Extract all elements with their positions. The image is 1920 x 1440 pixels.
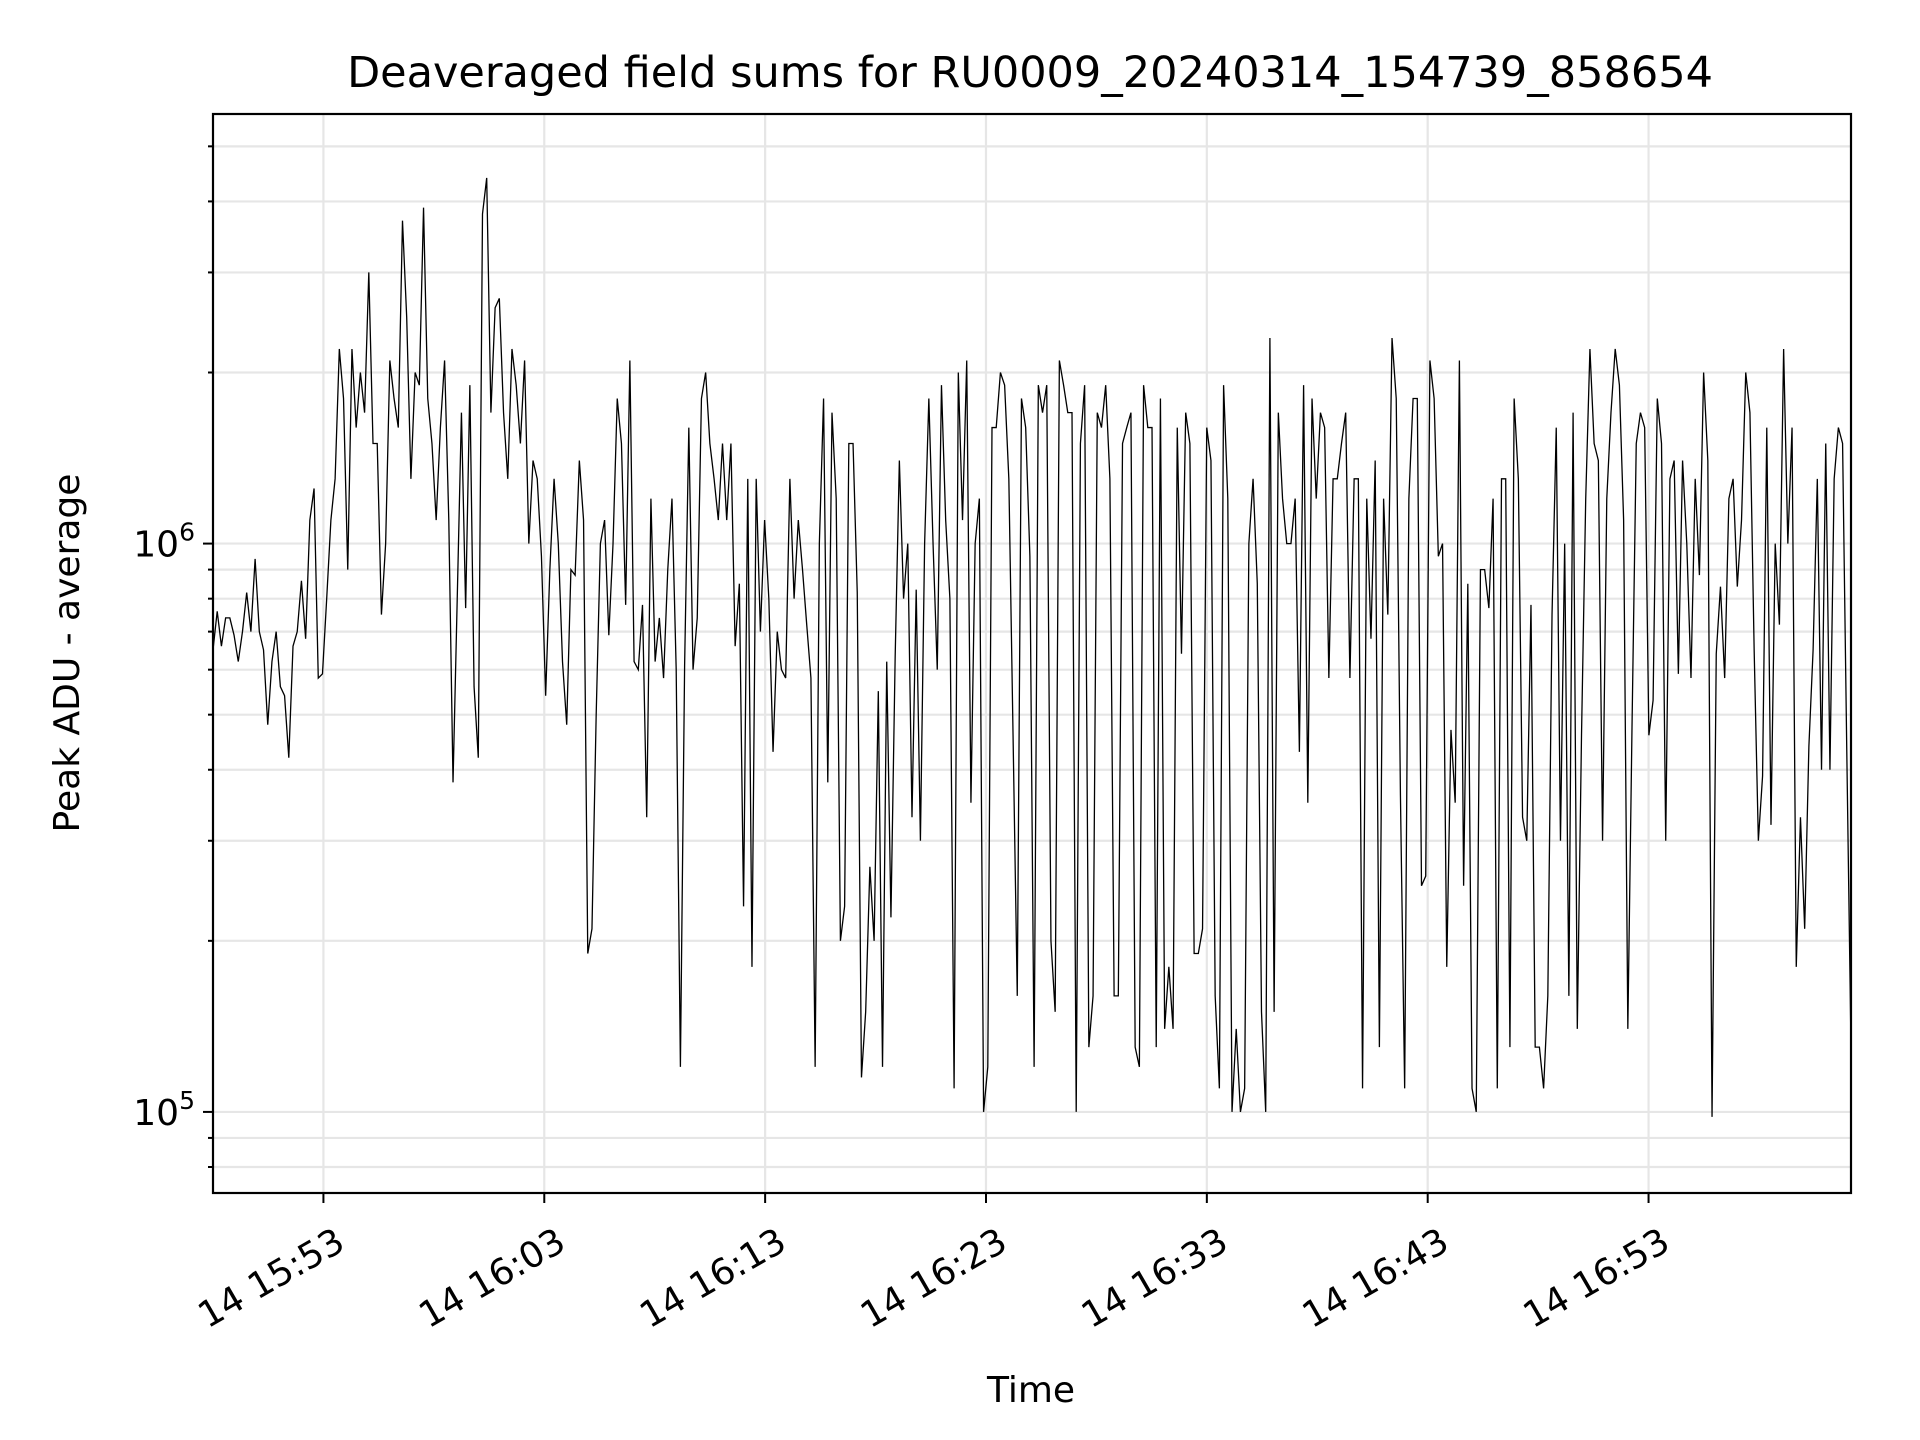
x-tick-label: 14 16:13: [633, 1221, 793, 1337]
chart-title: Deaveraged field sums for RU0009_2024031…: [347, 48, 1713, 98]
x-tick-label: 14 16:53: [1517, 1221, 1677, 1337]
y-axis: 105 106: [133, 145, 213, 1168]
x-axis: 14 15:53 14 16:03 14 16:13 14 16:23 14 16:33…: [191, 1193, 1677, 1337]
x-tick-label: 14 16:03: [412, 1221, 572, 1337]
y-tick-label: 106: [133, 518, 195, 566]
x-tick-label: 14 16:23: [854, 1221, 1014, 1337]
x-axis-label: Time: [986, 1370, 1075, 1411]
x-tick-label: 14 16:33: [1075, 1221, 1235, 1337]
plot-frame: [211, 112, 1853, 1195]
x-tick-label: 14 16:43: [1296, 1221, 1456, 1337]
y-axis-label: Peak ADU - average: [47, 474, 88, 833]
plot-area: [212, 177, 1852, 1117]
y-tick-label: 105: [133, 1086, 195, 1134]
x-tick-label: 14 15:53: [191, 1221, 351, 1337]
series-line: [212, 177, 1852, 1117]
